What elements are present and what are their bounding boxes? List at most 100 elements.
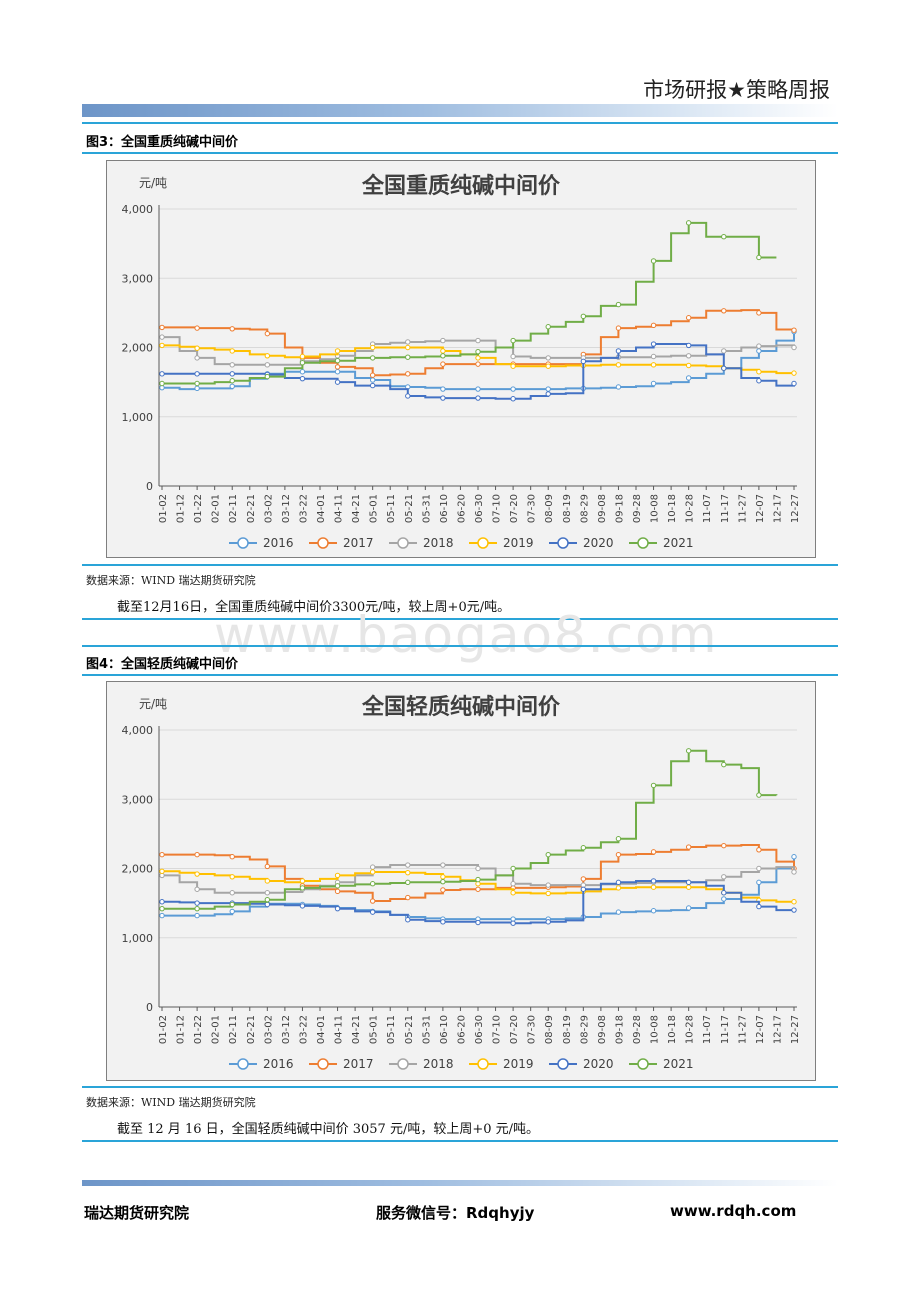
data-point-2019	[264, 353, 271, 359]
data-point-2016	[615, 384, 622, 390]
data-point-2021	[580, 313, 587, 320]
data-point-2019	[299, 353, 306, 360]
x-tick-label: 06-20	[456, 1015, 467, 1044]
data-point-2020	[510, 920, 516, 926]
data-point-2021	[650, 258, 657, 264]
x-tick-label: 05-11	[386, 1015, 397, 1044]
data-point-2021	[475, 876, 481, 883]
data-point-2017	[159, 851, 165, 858]
data-point-2019	[791, 370, 797, 376]
data-point-2021	[510, 865, 516, 872]
x-tick-label: 05-31	[421, 494, 432, 523]
data-point-2017	[440, 887, 446, 893]
data-point-2021	[615, 836, 622, 842]
section-divider	[82, 674, 838, 676]
data-point-2019	[440, 348, 446, 354]
x-tick-label: 06-30	[474, 494, 485, 523]
data-point-2019	[650, 362, 657, 368]
y-tick-label: 3,000	[122, 793, 154, 806]
data-point-2021	[194, 905, 200, 912]
data-point-2018	[194, 886, 200, 892]
x-tick-label: 04-11	[334, 494, 345, 523]
data-point-2019	[229, 348, 235, 354]
data-point-2017	[334, 888, 341, 895]
x-tick-label: 09-28	[632, 494, 643, 523]
x-tick-label: 05-01	[369, 494, 380, 523]
data-point-2017	[405, 371, 411, 377]
data-point-2018	[229, 890, 235, 896]
x-tick-label: 06-30	[474, 1015, 485, 1044]
section-divider	[82, 564, 838, 566]
data-point-2016	[650, 380, 657, 387]
data-point-2017	[369, 372, 376, 378]
data-point-2019	[369, 344, 376, 351]
footer-gradient-bar	[82, 1180, 838, 1186]
data-point-2017	[650, 322, 657, 329]
data-point-2021	[405, 879, 411, 886]
footer-institute: 瑞达期货研究院	[84, 1204, 190, 1222]
data-point-2017	[159, 324, 165, 331]
x-tick-label: 12-07	[755, 494, 766, 523]
data-point-2020	[615, 879, 622, 886]
data-point-2020	[369, 382, 376, 389]
data-point-2016	[369, 377, 376, 383]
data-point-2016	[615, 909, 622, 915]
data-point-2017	[756, 847, 762, 853]
data-source-note: 数据来源：WIND 瑞达期货研究院	[86, 574, 256, 587]
legend-label: 2018	[423, 536, 454, 550]
data-point-2020	[229, 371, 235, 377]
footer-wechat: 服务微信号：Rdqhyjy	[376, 1204, 535, 1222]
data-point-2016	[194, 385, 200, 392]
data-point-2019	[510, 363, 516, 369]
x-tick-label: 08-29	[579, 1015, 590, 1044]
x-tick-label: 09-18	[614, 494, 625, 523]
legend-label: 2021	[663, 536, 694, 550]
section-divider	[82, 618, 838, 620]
x-tick-label: 10-18	[667, 1015, 678, 1044]
series-line-2019	[162, 870, 794, 903]
x-tick-label: 10-28	[685, 1015, 696, 1044]
data-point-2021	[299, 360, 306, 366]
x-tick-label: 04-01	[316, 1015, 327, 1044]
x-tick-label: 06-10	[439, 1015, 450, 1044]
data-point-2020	[405, 393, 411, 399]
data-point-2020	[334, 379, 341, 385]
x-tick-label: 01-12	[176, 494, 187, 523]
data-point-2021	[650, 782, 657, 789]
legend-label: 2018	[423, 1057, 454, 1071]
legend-label: 2020	[583, 1057, 614, 1071]
data-point-2019	[405, 869, 411, 876]
data-point-2017	[685, 844, 692, 850]
x-tick-label: 11-27	[737, 494, 748, 523]
footer-website[interactable]: www.rdqh.com	[670, 1202, 797, 1220]
data-point-2017	[475, 886, 481, 892]
data-point-2019	[545, 890, 551, 897]
x-tick-label: 04-21	[351, 494, 362, 523]
y-tick-label: 0	[146, 480, 153, 493]
x-tick-label: 01-22	[193, 494, 204, 523]
data-point-2017	[615, 325, 622, 331]
data-point-2018	[440, 862, 446, 868]
legend-label: 2017	[343, 1057, 374, 1071]
data-point-2021	[756, 792, 762, 798]
data-point-2019	[510, 890, 516, 896]
data-point-2018	[229, 362, 235, 368]
report-header-title: 市场研报★策略周报	[643, 78, 830, 102]
data-point-2018	[264, 362, 271, 368]
data-point-2020	[334, 905, 341, 912]
data-point-2016	[685, 905, 692, 911]
data-point-2021	[264, 373, 271, 380]
data-point-2019	[264, 878, 271, 884]
x-tick-label: 11-17	[720, 1015, 731, 1044]
data-point-2018	[264, 890, 271, 896]
x-tick-label: 02-21	[246, 494, 257, 523]
y-axis-unit-label: 元/吨	[139, 176, 167, 190]
data-point-2019	[685, 362, 692, 369]
data-point-2020	[580, 358, 587, 365]
data-point-2021	[721, 234, 727, 240]
section-divider	[82, 1086, 838, 1088]
x-tick-label: 07-30	[527, 494, 538, 523]
x-tick-label: 05-21	[404, 494, 415, 523]
figure-4-label: 图4：全国轻质纯碱中间价	[86, 657, 239, 672]
data-point-2021	[756, 254, 762, 261]
